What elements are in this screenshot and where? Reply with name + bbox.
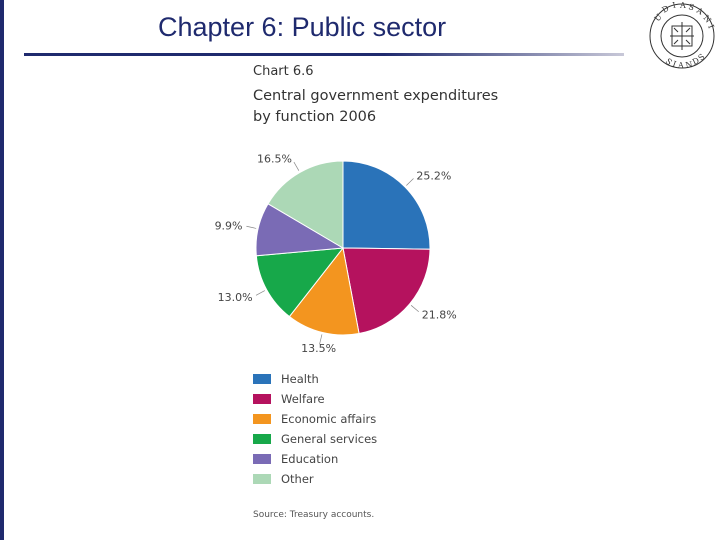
- pie-leader-line: [293, 161, 300, 171]
- pie-slice-health: [342, 160, 431, 250]
- svg-text:S: S: [687, 2, 695, 12]
- svg-text:A: A: [679, 2, 686, 10]
- pie-leader-line: [246, 225, 257, 229]
- chart-source-note: Source: Treasury accounts.: [253, 510, 375, 520]
- legend-label: Education: [281, 452, 339, 466]
- pie-slice-general-services: [255, 247, 345, 318]
- legend-item: Other: [253, 469, 377, 489]
- pie-data-label: 16.5%: [257, 153, 292, 166]
- pie-leader-line: [406, 178, 414, 186]
- legend-item: Welfare: [253, 389, 377, 409]
- legend-label: Welfare: [281, 392, 325, 406]
- university-seal-logo: U D I A S A N I S I A N D S: [649, 2, 716, 70]
- legend-label: Other: [281, 472, 314, 486]
- pie-slice-welfare: [342, 247, 431, 335]
- pie-leader-line: [319, 334, 323, 345]
- legend-item: Education: [253, 449, 377, 469]
- pie-data-label: 9.9%: [215, 219, 243, 232]
- pie-data-label: 21.8%: [422, 308, 457, 321]
- pie-data-label: 25.2%: [416, 170, 451, 183]
- legend-label: General services: [281, 432, 378, 446]
- title-underline: [24, 53, 624, 56]
- svg-text:S: S: [664, 57, 674, 67]
- svg-text:N: N: [685, 60, 693, 70]
- legend-label: Economic affairs: [281, 412, 377, 426]
- pie-leader-line: [255, 290, 265, 296]
- svg-text:S: S: [697, 52, 707, 62]
- chart-legend: Health Welfare Economic affairs General ser…: [253, 369, 377, 489]
- legend-swatch: [253, 434, 271, 444]
- svg-text:A: A: [694, 5, 705, 16]
- legend-swatch: [253, 394, 271, 404]
- slide-title: Chapter 6: Public sector: [158, 12, 447, 42]
- legend-swatch: [253, 414, 271, 424]
- pie-leader-line: [410, 305, 419, 313]
- legend-swatch: [253, 374, 271, 384]
- legend-label: Health: [281, 372, 319, 386]
- slide-left-border: [0, 0, 4, 540]
- pie-slice-economic-affairs: [288, 246, 360, 336]
- chart-title: Central government expenditures by funct…: [253, 88, 499, 125]
- svg-text:I: I: [672, 2, 677, 10]
- legend-item: Economic affairs: [253, 409, 377, 429]
- svg-text:U: U: [653, 12, 664, 23]
- pie-slice-other: [267, 160, 344, 249]
- pie-data-label: 13.5%: [301, 342, 336, 355]
- svg-text:D: D: [661, 4, 671, 15]
- svg-text:N: N: [701, 14, 712, 25]
- svg-text:A: A: [677, 61, 684, 70]
- pie-data-label: 13.0%: [218, 291, 253, 304]
- legend-item: General services: [253, 429, 377, 449]
- legend-swatch: [253, 474, 271, 484]
- legend-swatch: [253, 454, 271, 464]
- chart-number: Chart 6.6: [253, 64, 314, 79]
- pie-chart: 25.2% 21.8% 13.5% 13.0% 9.9% 16.5%: [215, 153, 457, 356]
- svg-text:I: I: [706, 24, 716, 30]
- legend-item: Health: [253, 369, 377, 389]
- svg-text:D: D: [691, 56, 701, 67]
- svg-text:I: I: [671, 59, 677, 69]
